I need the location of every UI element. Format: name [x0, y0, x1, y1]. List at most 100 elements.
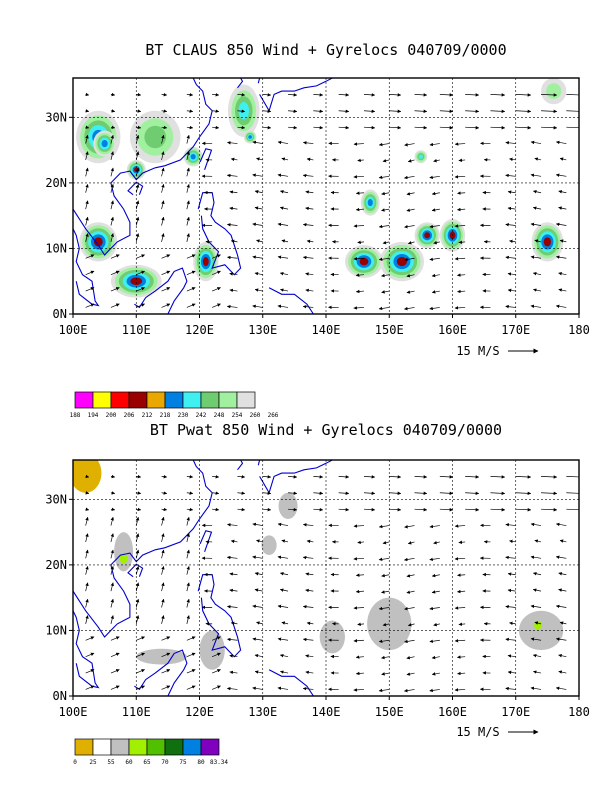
- claus-vector-key: 15 M/S: [456, 344, 539, 358]
- claus-wind-arrow: [505, 141, 516, 145]
- pwat-wind-arrow: [389, 507, 402, 512]
- pwat-wind-arrow: [252, 555, 263, 559]
- claus-wind-arrow: [414, 125, 428, 130]
- claus-colorbar-swatch: [182, 391, 202, 409]
- pwat-wind-arrow: [406, 590, 415, 594]
- claus-wind-arrow: [110, 167, 114, 177]
- claus-shaded-region: [414, 222, 440, 249]
- pwat-wind-arrow: [229, 572, 238, 576]
- pwat-wind-arrow: [227, 637, 238, 642]
- pwat-y-tick-label: 30N: [45, 492, 67, 506]
- claus-wind-arrow: [357, 158, 364, 163]
- pwat-wind-arrow: [161, 533, 165, 543]
- claus-wind-arrow: [433, 158, 440, 163]
- claus-x-tick-label: 110E: [122, 323, 151, 337]
- pwat-wind-arrow: [186, 598, 190, 608]
- pwat-wind-arrow: [414, 507, 428, 512]
- claus-wind-arrow: [277, 255, 289, 259]
- claus-wind-arrow: [279, 271, 289, 276]
- pwat-coastline: [73, 460, 213, 638]
- claus-colorbar-label: 266: [268, 412, 279, 419]
- claus-wind-arrow: [559, 157, 567, 161]
- pwat-wind-arrow: [305, 670, 314, 675]
- claus-wind-arrow: [110, 287, 120, 292]
- pwat-wind-arrow: [313, 491, 324, 495]
- pwat-shaded-region: [114, 532, 134, 572]
- pwat-colorbar-label: 83.34: [210, 759, 228, 766]
- claus-coastline: [259, 78, 333, 113]
- pwat-coastline: [259, 460, 333, 495]
- pwat-wind-arrow: [457, 671, 466, 676]
- claus-wind-arrow: [186, 167, 190, 177]
- claus-wind-arrow: [229, 190, 238, 194]
- pwat-panel: BT Pwat 850 Wind + Gyrelocs 040709/0000 …: [45, 421, 590, 766]
- pwat-wind-arrow: [212, 669, 221, 674]
- pwat-wind-arrow: [507, 572, 516, 576]
- claus-wind-arrow: [431, 208, 440, 212]
- pwat-wind-arrow: [161, 669, 171, 674]
- pwat-wind-arrow: [406, 574, 415, 578]
- claus-wind-arrow: [252, 173, 263, 177]
- pwat-wind-arrow: [381, 590, 390, 594]
- pwat-chart-title: BT Pwat 850 Wind + Gyrelocs 040709/0000: [150, 421, 502, 439]
- pwat-wind-arrow: [227, 604, 238, 609]
- pwat-wind-arrow: [110, 516, 114, 526]
- claus-wind-arrow: [230, 239, 238, 244]
- pwat-wind-arrow: [431, 672, 440, 676]
- pwat-wind-arrow: [457, 573, 466, 577]
- claus-colorbar-swatch: [92, 391, 112, 409]
- claus-wind-arrow: [277, 173, 289, 177]
- claus-wind-arrow: [262, 93, 272, 97]
- claus-wind-arrow: [382, 240, 390, 245]
- pwat-coastline: [73, 610, 100, 689]
- pwat-wind-arrow: [556, 522, 567, 527]
- pwat-coastlines: [73, 460, 333, 696]
- claus-wind-arrow: [227, 255, 238, 260]
- pwat-wind-vectors: [85, 474, 579, 693]
- claus-colorbar-swatch: [218, 391, 238, 409]
- pwat-colorbar: 0 25 55 60 65 70 75 80 83.34: [73, 738, 228, 766]
- claus-y-tick-label: 10N: [45, 241, 67, 255]
- claus-wind-arrow: [186, 270, 196, 275]
- pwat-wind-arrow: [85, 685, 95, 690]
- claus-wind-arrow: [306, 157, 314, 162]
- claus-wind-arrow: [454, 257, 466, 261]
- pwat-wind-arrow: [136, 507, 142, 512]
- pwat-wind-arrow: [85, 598, 89, 608]
- claus-wind-arrow: [305, 288, 314, 293]
- claus-wind-arrow: [135, 183, 140, 193]
- claus-wind-arrow: [252, 222, 263, 227]
- claus-colorbar-label: 194: [88, 412, 99, 419]
- claus-wind-arrow: [110, 233, 114, 242]
- pwat-wind-arrow: [229, 654, 238, 658]
- pwat-x-tick-label: 120E: [185, 705, 214, 719]
- claus-wind-arrow: [303, 141, 314, 145]
- pwat-wind-arrow: [353, 639, 364, 643]
- claus-wind-arrow: [186, 134, 190, 144]
- pwat-wind-arrow: [186, 685, 196, 690]
- claus-wind-arrow: [110, 216, 114, 226]
- claus-wind-arrow: [541, 109, 558, 114]
- claus-wind-arrow: [509, 157, 516, 162]
- pwat-shaded-layer: [136, 648, 187, 665]
- claus-wind-arrow: [431, 273, 440, 278]
- pwat-wind-arrow: [136, 636, 145, 641]
- claus-wind-arrow: [135, 134, 140, 144]
- claus-wind-arrow: [161, 270, 171, 275]
- claus-wind-arrow: [406, 273, 415, 278]
- claus-wind-arrow: [186, 151, 190, 161]
- claus-wind-arrow: [381, 273, 390, 278]
- claus-colorbar-label: 212: [142, 412, 153, 419]
- claus-shaded-layer: [101, 139, 108, 148]
- claus-shaded-layer: [93, 237, 103, 247]
- pwat-wind-arrow: [566, 492, 579, 494]
- pwat-wind-arrow: [305, 572, 314, 576]
- pwat-wind-arrow: [454, 524, 466, 528]
- claus-colorbar-label: 200: [106, 412, 117, 419]
- claus-wind-arrow: [454, 306, 466, 310]
- claus-coastline: [197, 192, 242, 276]
- pwat-colorbar-swatch: [182, 738, 202, 756]
- pwat-wind-arrow: [313, 475, 324, 479]
- pwat-wind-arrow: [161, 685, 171, 690]
- pwat-wind-arrow: [431, 590, 440, 594]
